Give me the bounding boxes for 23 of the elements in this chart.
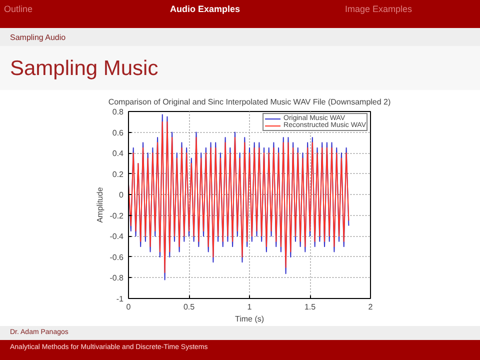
- y-tick-label: -1: [116, 294, 124, 304]
- y-tick-label: -0.8: [110, 274, 124, 283]
- x-tick-label: 1: [247, 302, 252, 312]
- x-tick-label: 1.5: [304, 302, 316, 312]
- x-axis-title: Time (s): [234, 314, 264, 324]
- text: Audio Examples: [170, 3, 240, 16]
- y-tick-label: 0.8: [112, 108, 124, 116]
- y-tick-label: -0.6: [110, 252, 124, 262]
- y-tick-label: 0: [119, 190, 124, 200]
- x-tick-label: 0.5: [183, 302, 196, 312]
- y-axis-title: Amplitude: [96, 186, 105, 223]
- text: Outline: [4, 3, 33, 16]
- x-tick-label: 0: [126, 302, 132, 312]
- x-tick-label: 2: [368, 302, 374, 312]
- text: Sampling Audio: [10, 32, 66, 44]
- y-tick-label: -0.4: [110, 232, 124, 242]
- text: Sampling Music: [10, 56, 158, 82]
- y-tick-label: 0.4: [112, 149, 124, 158]
- y-tick-label: -0.2: [110, 211, 124, 220]
- text: Image Examples: [345, 3, 412, 16]
- chart-title: Comparison of Original and Sinc Interpolated Music WAV File (Downsampled 2): [108, 98, 392, 106]
- y-tick-label: 0.6: [112, 128, 124, 138]
- y-tick-label: 0.2: [112, 170, 124, 179]
